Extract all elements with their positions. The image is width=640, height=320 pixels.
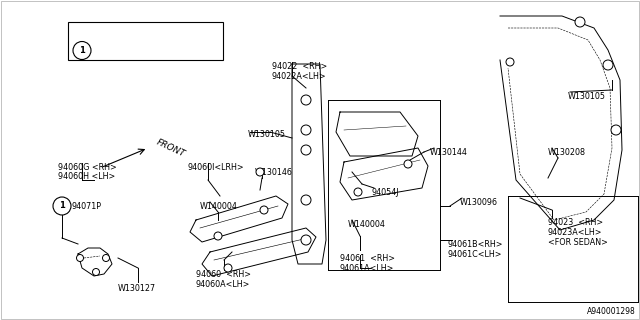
Text: W130146: W130146	[255, 168, 293, 177]
Circle shape	[301, 125, 311, 135]
Text: W130105: W130105	[248, 130, 286, 139]
Circle shape	[53, 197, 71, 215]
Text: 94061C<LH>: 94061C<LH>	[448, 250, 502, 259]
Text: 1: 1	[79, 46, 85, 55]
Circle shape	[102, 254, 109, 261]
Circle shape	[404, 160, 412, 168]
Text: W130208: W130208	[548, 148, 586, 157]
Text: W130105: W130105	[568, 92, 606, 101]
Text: W130096: W130096	[460, 198, 498, 207]
Text: 94022A<LH>: 94022A<LH>	[272, 72, 326, 81]
Text: 1: 1	[59, 202, 65, 211]
Text: W130126(  -0810>: W130126( -0810>	[100, 29, 180, 38]
Text: 94061A<LH>: 94061A<LH>	[340, 264, 394, 273]
Text: 94071P: 94071P	[72, 202, 102, 211]
Text: W140004: W140004	[200, 202, 238, 211]
Circle shape	[611, 125, 621, 135]
Circle shape	[214, 232, 222, 240]
Circle shape	[301, 145, 311, 155]
Circle shape	[256, 168, 264, 176]
Circle shape	[301, 95, 311, 105]
Circle shape	[260, 206, 268, 214]
Text: 94071P (0810-  >: 94071P (0810- >	[100, 48, 173, 57]
Text: 94061B<RH>: 94061B<RH>	[448, 240, 504, 249]
Circle shape	[354, 188, 362, 196]
Text: W130127: W130127	[118, 284, 156, 293]
Circle shape	[603, 60, 613, 70]
Text: W130144: W130144	[430, 148, 468, 157]
Text: 94022  <RH>: 94022 <RH>	[272, 62, 327, 71]
Text: 94060I<LRH>: 94060I<LRH>	[188, 163, 244, 172]
Text: 94060G <RH>: 94060G <RH>	[58, 163, 116, 172]
Text: 94023  <RH>: 94023 <RH>	[548, 218, 603, 227]
Circle shape	[575, 17, 585, 27]
Text: <FOR SEDAN>: <FOR SEDAN>	[548, 238, 608, 247]
Circle shape	[77, 254, 83, 261]
Text: W140004: W140004	[348, 220, 386, 229]
Circle shape	[224, 264, 232, 272]
Text: 94060  <RH>: 94060 <RH>	[196, 270, 251, 279]
Circle shape	[301, 235, 311, 245]
Text: A940001298: A940001298	[588, 307, 636, 316]
Circle shape	[73, 42, 91, 60]
Circle shape	[93, 268, 99, 276]
Circle shape	[506, 58, 514, 66]
Text: 94023A<LH>: 94023A<LH>	[548, 228, 602, 237]
Text: 94060H <LH>: 94060H <LH>	[58, 172, 115, 181]
Text: FRONT: FRONT	[155, 138, 187, 159]
Bar	[68, 22, 223, 60]
Text: 94054J: 94054J	[372, 188, 399, 197]
Circle shape	[301, 195, 311, 205]
Text: 94061  <RH>: 94061 <RH>	[340, 254, 395, 263]
Text: 94060A<LH>: 94060A<LH>	[196, 280, 250, 289]
